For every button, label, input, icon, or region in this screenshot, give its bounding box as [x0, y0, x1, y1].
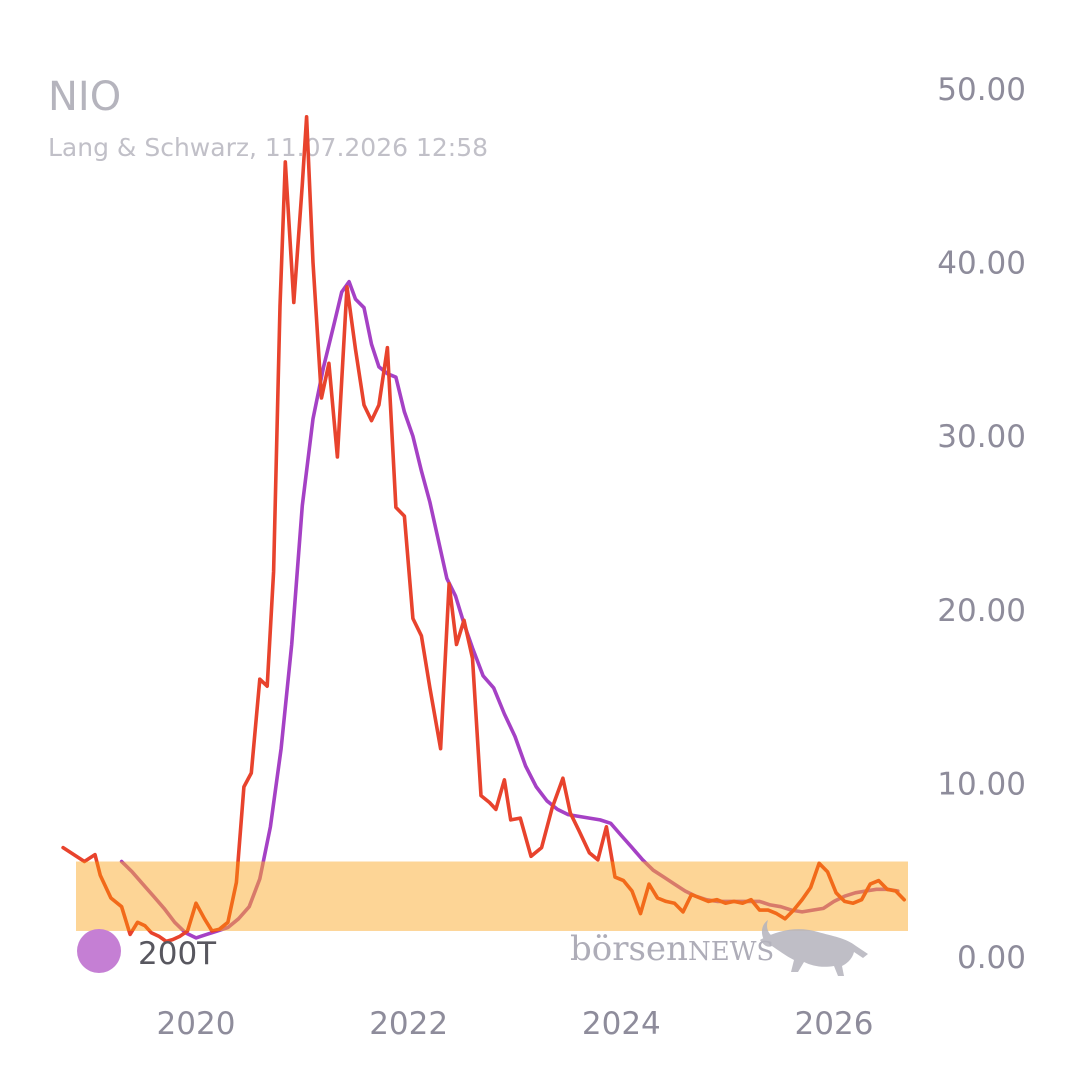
legend-label-200t: 200T	[138, 936, 217, 972]
price-line-in-band	[81, 861, 906, 931]
x-tick-label: 2026	[795, 1006, 874, 1042]
watermark: börsenNEWS	[570, 920, 868, 976]
highlight-band	[76, 861, 908, 931]
y-tick-label: 50.00	[937, 72, 1026, 108]
price-line-out	[61, 115, 906, 944]
legend: 200T	[77, 929, 217, 973]
sma-line-in-band	[119, 861, 900, 931]
chart-title: NIO	[48, 74, 121, 120]
x-tick-label: 2020	[157, 1006, 236, 1042]
chart-subtitle: Lang & Schwarz, 11.07.2026 12:58	[48, 133, 488, 162]
x-axis-ticks: 2020 2022 2024 2026	[157, 1006, 874, 1042]
y-tick-label: 0.00	[957, 940, 1026, 976]
y-tick-label: 10.00	[937, 766, 1026, 802]
series-layer	[61, 115, 906, 944]
bull-icon	[760, 920, 868, 976]
watermark-brand: börsenNEWS	[570, 929, 774, 969]
y-axis-ticks: 0.00 10.00 20.00 30.00 40.00 50.00	[937, 72, 1026, 976]
y-tick-label: 40.00	[937, 246, 1026, 282]
y-tick-label: 30.00	[937, 419, 1026, 455]
x-tick-label: 2022	[369, 1006, 448, 1042]
x-tick-label: 2024	[582, 1006, 661, 1042]
y-tick-label: 20.00	[937, 593, 1026, 629]
legend-swatch-200t	[77, 929, 121, 973]
